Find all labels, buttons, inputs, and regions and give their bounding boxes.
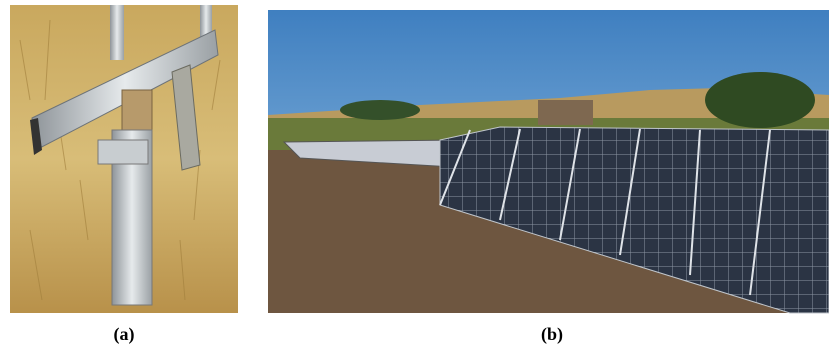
caption-a: (a) (113, 324, 135, 344)
caption-b: (b) (541, 324, 563, 344)
photo-b (268, 10, 829, 314)
photo-a (10, 5, 238, 313)
